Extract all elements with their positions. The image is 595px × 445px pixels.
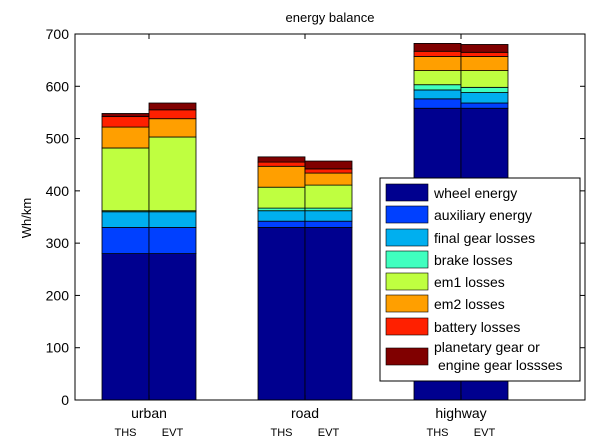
bar-segment: [413, 56, 462, 71]
legend-swatch: [385, 205, 429, 224]
bar-segment: [304, 160, 353, 170]
bar-segment: [460, 102, 509, 109]
x-bar-label: EVT: [162, 427, 184, 439]
bar-segment: [460, 56, 509, 71]
chart-title: energy balance: [286, 10, 375, 25]
bar-segment: [101, 126, 150, 149]
legend-swatch: [385, 250, 429, 269]
legend-label: brake losses: [434, 252, 513, 268]
bar-segment: [460, 70, 509, 88]
bar-segment: [101, 253, 150, 401]
x-group-label: highway: [435, 405, 486, 421]
bar-segment: [413, 43, 462, 52]
y-tick-label: 0: [61, 392, 69, 408]
y-axis-label: Wh/km: [19, 198, 34, 238]
legend-label: final gear losses: [434, 230, 535, 246]
legend-swatch: [385, 183, 429, 202]
y-tick-label: 700: [46, 26, 70, 42]
bar-segment: [413, 50, 462, 57]
bar-segment: [257, 227, 306, 401]
legend-label: planetary gear or: [434, 339, 540, 355]
y-tick-label: 300: [46, 235, 70, 251]
legend-swatch: [385, 294, 429, 313]
y-tick-label: 500: [46, 131, 70, 147]
legend-label: wheel energy: [433, 185, 517, 201]
bar-segment: [413, 84, 462, 91]
x-bar-label: EVT: [474, 427, 496, 439]
x-bar-label: THS: [271, 427, 293, 439]
bar-segment: [304, 172, 353, 186]
bar-segment: [148, 211, 197, 228]
legend-label: em2 losses: [434, 296, 505, 312]
y-tick-label: 100: [46, 340, 70, 356]
bar-segment: [257, 156, 306, 163]
bar-segment: [413, 89, 462, 100]
bar-segment: [257, 165, 306, 188]
y-tick-label: 200: [46, 287, 70, 303]
legend-swatch: [385, 272, 429, 291]
x-bar-label: EVT: [318, 427, 340, 439]
bar-segment: [304, 184, 353, 209]
bar-segment: [148, 136, 197, 212]
bar-segment: [460, 92, 509, 104]
bar-segment: [148, 109, 197, 120]
bar-segment: [460, 51, 509, 57]
y-tick-label: 600: [46, 78, 70, 94]
bar-segment: [304, 210, 353, 222]
bar-segment: [413, 98, 462, 109]
bar-segment: [257, 210, 306, 222]
legend-swatch: [385, 228, 429, 247]
legend-label: em1 losses: [434, 274, 505, 290]
bar-segment: [460, 86, 509, 93]
bar-segment: [257, 220, 306, 228]
x-bar-label: THS: [427, 427, 449, 439]
bar-segment: [101, 113, 150, 118]
x-group-label: road: [291, 405, 319, 421]
bar-segment: [304, 168, 353, 174]
bar-segment: [101, 147, 150, 212]
bar-segment: [304, 220, 353, 228]
bar-segment: [148, 118, 197, 138]
y-tick-label: 400: [46, 183, 70, 199]
bar-segment: [101, 211, 150, 228]
x-bar-label: THS: [115, 427, 137, 439]
bar-segment: [257, 186, 306, 209]
bar-segment: [257, 161, 306, 167]
x-group-label: urban: [131, 405, 167, 421]
legend-swatch: [385, 317, 429, 336]
legend-swatch: [385, 347, 429, 366]
legend-label: auxiliary energy: [434, 207, 532, 223]
bar-segment: [148, 253, 197, 401]
bar-segment: [413, 70, 462, 86]
legend-label: engine gear lossses: [438, 357, 563, 373]
bar-segment: [101, 227, 150, 254]
plot-frame: [74, 33, 586, 401]
bar-segment: [148, 227, 197, 254]
bar-segment: [460, 44, 509, 53]
bar-segment: [101, 116, 150, 128]
legend-label: battery losses: [434, 319, 520, 335]
bar-segment: [304, 227, 353, 401]
bar-segment: [148, 102, 197, 111]
